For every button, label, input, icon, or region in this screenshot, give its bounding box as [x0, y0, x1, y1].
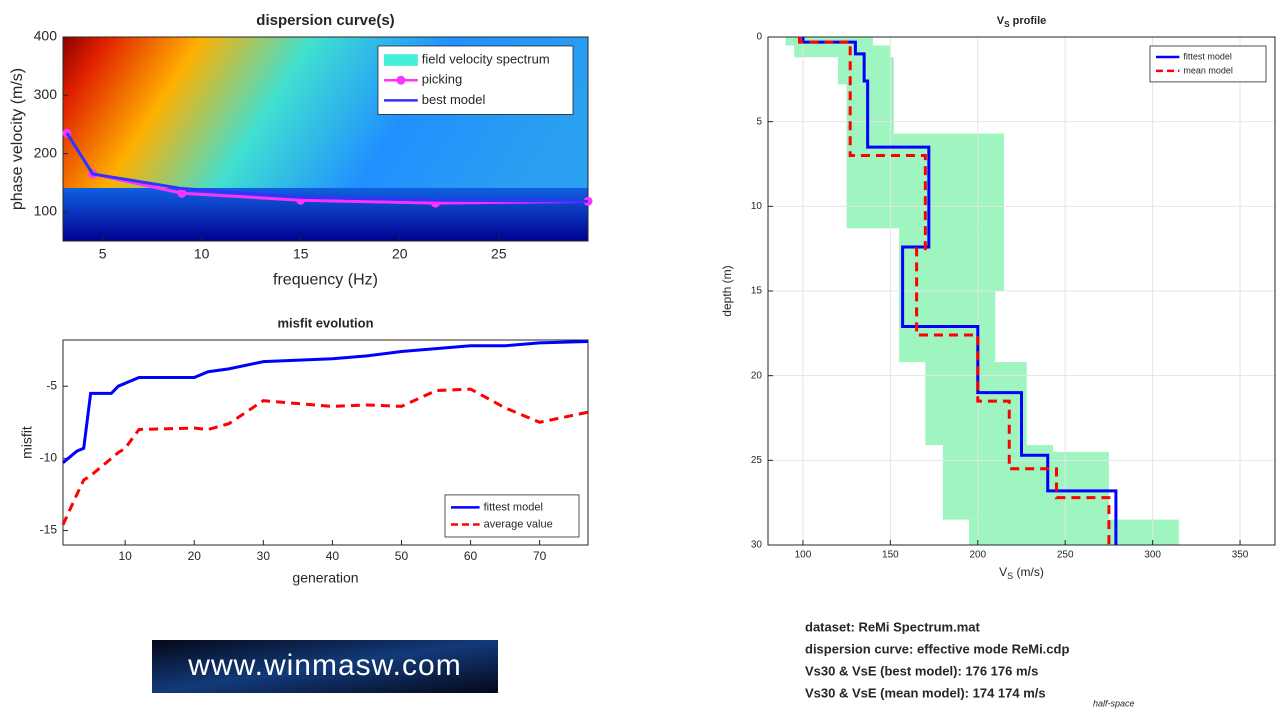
x-tick-label: 200 [969, 550, 986, 561]
x-tick-label: 20 [188, 549, 202, 563]
legend-label: fittest model [484, 501, 543, 513]
legend-label: mean model [1183, 65, 1233, 75]
y-tick-label: 200 [34, 144, 58, 160]
legend-marker [396, 75, 406, 85]
uncertainty-band [925, 362, 1027, 446]
chart-title: misfit evolution [277, 315, 373, 330]
logo-text: www.winmasw.com [187, 649, 461, 682]
x-tick-label: 250 [1057, 550, 1074, 561]
series-line [801, 37, 1118, 545]
uncertainty-band [899, 228, 1005, 291]
uncertainty-band [942, 445, 1053, 452]
legend-swatch [384, 54, 418, 66]
uncertainty-band [969, 519, 1179, 545]
y-tick-label: -5 [46, 378, 57, 392]
x-axis-label-rest: (m/s) [1013, 565, 1044, 579]
legend-label: field velocity spectrum [422, 52, 550, 67]
marker [177, 188, 187, 198]
y-tick-label: 100 [34, 203, 58, 219]
x-tick-label: 100 [795, 550, 812, 561]
series-line [797, 37, 1111, 545]
x-tick-label: 350 [1232, 550, 1249, 561]
x-tick-label: 70 [533, 549, 547, 563]
y-axis-label: misfit [19, 426, 35, 459]
y-tick-label: 15 [751, 286, 763, 297]
x-axis-label: frequency (Hz) [273, 271, 378, 288]
chart-title-sub: S [1004, 20, 1010, 29]
y-tick-label: 20 [751, 370, 763, 381]
y-axis-label: phase velocity (m/s) [9, 68, 26, 210]
x-tick-label: 150 [882, 550, 899, 561]
y-tick-label: 25 [751, 455, 763, 466]
x-tick-label: 10 [194, 246, 210, 262]
logo-box [152, 640, 498, 693]
y-axis-label: depth (m) [720, 265, 734, 316]
x-axis-label-main: V [999, 565, 1007, 579]
series-line [65, 132, 589, 203]
series-line [62, 339, 589, 464]
y-tick-label: 400 [34, 28, 58, 44]
x-tick-label: 10 [118, 549, 132, 563]
note: Vs30 & VsE (mean model): 174 174 m/s [805, 685, 1046, 700]
x-tick-label: 40 [326, 549, 340, 563]
axes-box [767, 36, 1276, 546]
y-tick-label: -15 [40, 523, 58, 537]
chart-title-rest: profile [1010, 15, 1047, 27]
note: Vs30 & VsE (best model): 176 176 m/s [805, 663, 1038, 678]
uncertainty-band [846, 84, 894, 134]
axes-box [62, 339, 589, 546]
legend-label: best model [422, 92, 486, 107]
x-tick-label: 5 [99, 246, 107, 262]
x-tick-label: 300 [1144, 550, 1161, 561]
x-tick-label: 50 [395, 549, 409, 563]
x-axis-label: generation [292, 569, 358, 585]
chart-title-main: V [997, 15, 1005, 27]
x-tick-label: 30 [257, 549, 271, 563]
x-tick-label: 25 [491, 246, 507, 262]
chart-title: dispersion curve(s) [256, 12, 394, 29]
legend-label: fittest model [1183, 51, 1232, 61]
uncertainty-band [794, 45, 891, 58]
y-tick-label: -10 [40, 451, 58, 465]
x-tick-label: 15 [293, 246, 309, 262]
note: dataset: ReMi Spectrum.mat [805, 619, 980, 634]
legend-box [444, 494, 580, 538]
y-tick-label: 0 [756, 32, 762, 43]
uncertainty-band [942, 451, 1109, 520]
x-tick-label: 60 [464, 549, 478, 563]
legend-label: picking [422, 72, 462, 87]
y-tick-label: 5 [756, 116, 762, 127]
y-tick-label: 10 [751, 201, 763, 212]
spectrum-image-low [63, 187, 588, 241]
chart-title: VS profile [997, 15, 1047, 29]
series-line [61, 387, 589, 526]
legend-box [1149, 45, 1267, 83]
axes-box [62, 36, 589, 242]
legend-label: average value [484, 518, 553, 530]
note: dispersion curve: effective mode ReMi.cd… [805, 641, 1069, 656]
x-tick-label: 20 [392, 246, 408, 262]
x-axis-label-sub: S [1007, 571, 1013, 581]
y-tick-label: 300 [34, 86, 58, 102]
x-axis-label: VS (m/s) [999, 565, 1044, 581]
y-tick-label: 30 [751, 540, 763, 551]
halfspace-label: half-space [1093, 698, 1135, 708]
